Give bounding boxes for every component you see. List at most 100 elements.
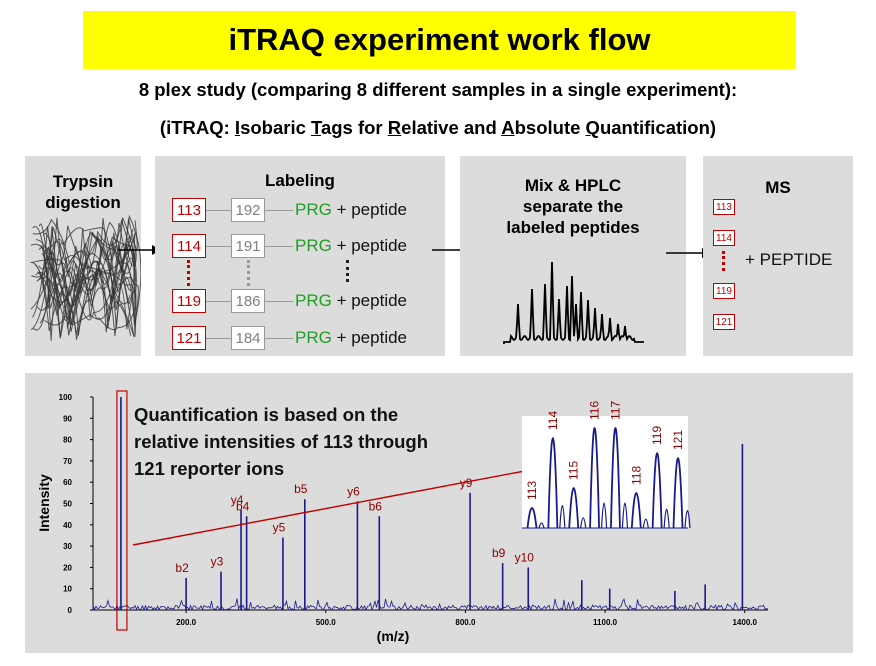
- reporter-ion-label: 115: [567, 461, 581, 480]
- linker: [265, 246, 293, 247]
- y-tick-label: 50: [63, 500, 72, 509]
- reporter-ion-label: 114: [546, 411, 560, 430]
- fragment-ion-label: b4: [236, 499, 250, 513]
- ms-reporter-tag: 113: [713, 199, 735, 215]
- zoom-arrow: [132, 469, 531, 546]
- y-tick-label: 100: [59, 393, 73, 402]
- reporter-ion-label: 117: [608, 401, 622, 420]
- linker: [265, 301, 293, 302]
- reporter-ion-label: 113: [525, 481, 539, 500]
- linker: [206, 301, 231, 302]
- fragment-ion-label: y3: [211, 555, 224, 569]
- title-banner: iTRAQ experiment work flow: [83, 11, 796, 69]
- reactive-group-peptide: PRG + peptide: [295, 328, 408, 347]
- x-tick-label: 1400.0: [732, 618, 757, 627]
- linker: [265, 338, 293, 339]
- peptide-strand: [30, 219, 136, 329]
- peptide-strand: [32, 226, 136, 341]
- peptide-strand: [38, 227, 139, 326]
- y-tick-label: 40: [63, 521, 72, 530]
- subtitle-segment: sobaric: [240, 117, 312, 138]
- subtitle-segment: elative and: [401, 117, 502, 138]
- peptide-strand: [34, 231, 136, 332]
- balance-ellipsis: [247, 260, 250, 286]
- subtitle-segment: ags for: [320, 117, 388, 138]
- ms-reporter-tag: 121: [713, 314, 735, 330]
- ms-title: MS: [765, 178, 791, 197]
- isotope-peak: [580, 517, 587, 529]
- fragment-ion-label: y10: [515, 550, 535, 564]
- reporter-ion-label: 116: [588, 401, 602, 420]
- reporter-ellipsis: [187, 260, 190, 286]
- ms-panel: MS 113 114 119 121 + PEPTIDE: [703, 156, 853, 356]
- reporter-ion-label: 119: [650, 426, 664, 445]
- hplc-panel: Mix & HPLC separate the labeled peptides: [460, 156, 686, 356]
- isotope-peak: [684, 509, 691, 529]
- fragment-ion-label: y9: [460, 476, 473, 490]
- reporter-ion-peak: [526, 507, 538, 529]
- y-tick-label: 20: [63, 563, 72, 572]
- reporter-ion-peak: [610, 427, 621, 529]
- reporter-tag: 113: [172, 198, 206, 222]
- isotope-peak: [559, 504, 566, 529]
- linker: [265, 210, 293, 211]
- linker: [206, 210, 231, 211]
- subtitle-itraq-definition: (iTRAQ: Isobaric Tags for Relative and A…: [0, 117, 876, 139]
- reporter-ion-label: 118: [629, 466, 643, 485]
- fragment-ion-label: y4: [231, 493, 244, 507]
- hplc-chromatogram: [503, 261, 644, 344]
- ms-reporter-tag: 114: [713, 230, 735, 246]
- ms-reporter-tag: 119: [713, 283, 735, 299]
- reporter-ion-peak: [672, 457, 684, 529]
- subtitle-segment: I: [234, 117, 241, 138]
- reactive-group-peptide: PRG + peptide: [295, 236, 408, 255]
- balance-tag: 191: [231, 234, 265, 258]
- x-tick-label: 200.0: [176, 618, 197, 627]
- trypsin-panel: Trypsin digestion: [25, 156, 141, 356]
- chromatogram-trace: [503, 261, 644, 344]
- reporter-ion-peak: [568, 487, 580, 529]
- quantification-annotation: Quantification is based on the relative …: [134, 404, 429, 479]
- isotope-peak: [642, 518, 649, 529]
- subtitle-segment: bsolute: [514, 117, 586, 138]
- balance-tag: 186: [231, 289, 265, 313]
- reactive-group-peptide: PRG + peptide: [295, 200, 408, 219]
- subtitle-segment: uantification): [599, 117, 717, 138]
- reporter-ion-peak: [630, 492, 642, 529]
- x-tick-label: 800.0: [455, 618, 476, 627]
- spectrum-noise: [92, 598, 769, 612]
- peptide-strand: [32, 218, 137, 337]
- peptide-strand: [38, 214, 141, 337]
- peptide-strand: [39, 217, 136, 324]
- x-tick-label: 500.0: [316, 618, 337, 627]
- subtitle-segment: (iTRAQ:: [159, 117, 235, 138]
- fragment-ion-label: b6: [369, 499, 383, 513]
- subtitle-segment: T: [311, 117, 321, 138]
- reporter-tag: 121: [172, 326, 206, 350]
- reporter-ion-peak: [589, 427, 600, 529]
- isotope-peak: [600, 502, 608, 529]
- page-title: iTRAQ experiment work flow: [228, 22, 651, 57]
- labeling-panel: Labeling 113 192 PRG + peptide 114 191 P…: [155, 156, 445, 356]
- labeling-title: Labeling: [265, 171, 335, 190]
- isotope-peak: [663, 508, 670, 529]
- reporter-ion-label: 121: [671, 430, 685, 450]
- y-tick-label: 0: [68, 606, 73, 615]
- subtitle-study: 8 plex study (comparing 8 different samp…: [138, 79, 738, 100]
- reporter-ion-peak: [651, 452, 663, 529]
- ms-ellipsis: [722, 251, 725, 271]
- peptide-strand: [42, 221, 136, 318]
- x-axis-title: (m/z): [377, 628, 410, 644]
- peptide-strand: [36, 232, 135, 337]
- reporter-tag: 119: [172, 289, 206, 313]
- y-tick-label: 10: [63, 585, 72, 594]
- peptide-ellipsis: [346, 260, 349, 282]
- fragment-ion-label: b9: [492, 546, 506, 560]
- isotope-peak: [538, 522, 545, 529]
- peptide-strand: [35, 217, 137, 339]
- reporter-tag: 114: [172, 234, 206, 258]
- reactive-group-peptide: PRG + peptide: [295, 291, 408, 310]
- fragment-ion-label: y6: [347, 484, 360, 498]
- hplc-title: Mix & HPLC separate the labeled peptides: [506, 176, 640, 237]
